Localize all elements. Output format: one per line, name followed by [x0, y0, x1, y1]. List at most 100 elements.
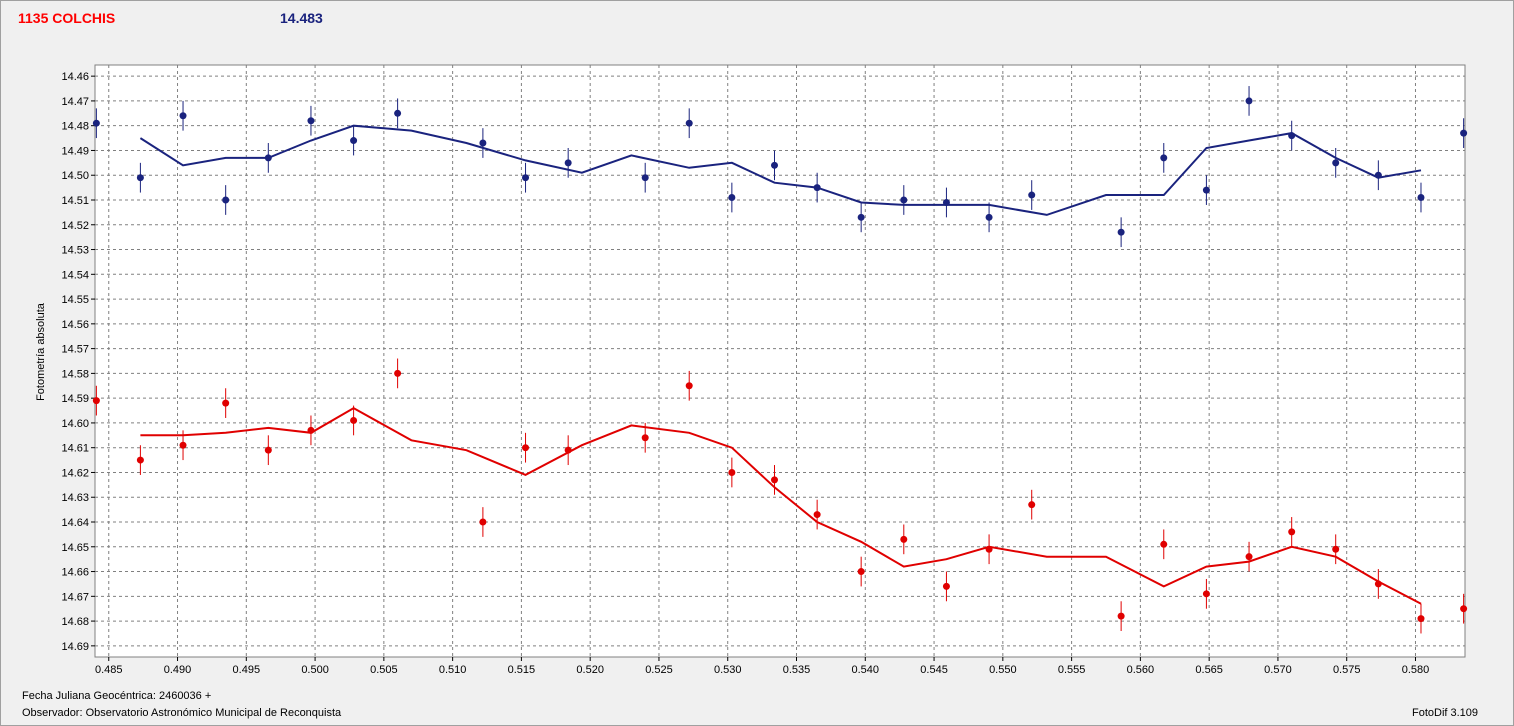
data-point: [564, 446, 572, 454]
data-point: [857, 568, 865, 576]
data-point: [1332, 545, 1340, 553]
data-point: [1332, 159, 1340, 167]
data-point: [479, 139, 487, 147]
data-point: [641, 434, 649, 442]
y-tick-label: 14.49: [61, 145, 89, 157]
x-tick-label: 0.515: [508, 664, 536, 676]
x-tick-label: 0.500: [301, 664, 329, 676]
y-tick-label: 14.68: [61, 616, 89, 628]
data-point: [136, 456, 144, 464]
data-point: [728, 194, 736, 202]
data-point: [92, 119, 100, 127]
data-point: [479, 518, 487, 526]
x-tick-label: 0.495: [233, 664, 261, 676]
data-point: [1028, 501, 1036, 509]
data-point: [307, 426, 315, 434]
x-axis: 0.485 0.490 0.495 0.500 0.505 0.510 0.515 0.520…: [95, 657, 1429, 676]
data-point: [264, 446, 272, 454]
x-tick-label: 0.545: [920, 664, 948, 676]
x-tick-label: 0.560: [1127, 664, 1155, 676]
data-point: [522, 444, 530, 452]
data-point: [985, 545, 993, 553]
data-point: [1202, 590, 1210, 598]
data-point: [985, 213, 993, 221]
data-point: [264, 154, 272, 162]
x-tick-label: 0.555: [1058, 664, 1086, 676]
x-tick-label: 0.510: [439, 664, 467, 676]
y-tick-label: 14.59: [61, 393, 89, 405]
x-tick-label: 0.485: [95, 664, 123, 676]
y-axis: 14.46 14.47 14.48 14.49 14.50 14.51 14.52 14.53…: [61, 71, 95, 653]
data-point: [394, 109, 402, 117]
data-point: [136, 174, 144, 182]
y-tick-label: 14.51: [61, 195, 89, 207]
data-point: [1288, 528, 1296, 536]
data-point: [685, 119, 693, 127]
magnitude-value: 14.483: [280, 10, 323, 26]
data-point: [1374, 171, 1382, 179]
data-point: [770, 161, 778, 169]
data-point: [1417, 615, 1425, 623]
x-tick-label: 0.550: [989, 664, 1017, 676]
light-curve-chart: 14.46 14.47 14.48 14.49 14.50 14.51 14.52 14.53…: [35, 64, 1468, 676]
y-tick-label: 14.56: [61, 319, 89, 331]
data-point: [728, 468, 736, 476]
data-point: [942, 198, 950, 206]
x-tick-label: 0.580: [1402, 664, 1430, 676]
x-tick-label: 0.525: [645, 664, 673, 676]
data-point: [1117, 612, 1125, 620]
y-tick-label: 14.65: [61, 542, 89, 554]
data-point: [179, 441, 187, 449]
data-point: [92, 397, 100, 405]
data-point: [564, 159, 572, 167]
y-tick-label: 14.60: [61, 418, 89, 430]
series-layer: [92, 86, 1468, 634]
y-tick-label: 14.50: [61, 170, 89, 182]
y-tick-label: 14.57: [61, 344, 89, 356]
y-tick-label: 14.58: [61, 368, 89, 380]
y-tick-label: 14.67: [61, 591, 89, 603]
data-point: [942, 582, 950, 590]
y-tick-label: 14.61: [61, 443, 89, 455]
y-tick-label: 14.55: [61, 294, 89, 306]
data-point: [900, 535, 908, 543]
y-tick-label: 14.48: [61, 121, 89, 133]
software-version: FotoDif 3.109: [1412, 707, 1479, 719]
data-point: [813, 184, 821, 192]
data-point: [394, 369, 402, 377]
x-tick-label: 0.575: [1333, 664, 1361, 676]
data-point: [1028, 191, 1036, 199]
data-point: [1288, 132, 1296, 140]
data-point: [350, 416, 358, 424]
y-tick-label: 14.64: [61, 517, 89, 529]
data-point: [1202, 186, 1210, 194]
data-point: [350, 137, 358, 145]
y-axis-label: Fotometría absoluta: [35, 302, 47, 401]
data-point: [1117, 228, 1125, 236]
data-point: [770, 476, 778, 484]
plot-area: [94, 64, 1466, 658]
trend-line: [140, 406, 1422, 605]
julian-date-label: Fecha Juliana Geocéntrica: 2460036 +: [22, 690, 212, 702]
data-point: [222, 399, 230, 407]
data-point: [900, 196, 908, 204]
data-point: [685, 382, 693, 390]
y-tick-label: 14.69: [61, 641, 89, 653]
trend-line: [139, 124, 1422, 216]
data-point: [857, 213, 865, 221]
data-point: [1160, 154, 1168, 162]
x-tick-label: 0.535: [783, 664, 811, 676]
observer-label: Observador: Observatorio Astronómico Mun…: [22, 707, 342, 719]
y-tick-label: 14.54: [61, 269, 89, 281]
data-point: [179, 112, 187, 120]
data-point: [813, 511, 821, 519]
y-tick-label: 14.46: [61, 71, 89, 83]
data-point: [1460, 129, 1468, 137]
x-tick-label: 0.570: [1264, 664, 1292, 676]
x-tick-label: 0.520: [576, 664, 604, 676]
data-point: [1374, 580, 1382, 588]
x-tick-label: 0.540: [852, 664, 880, 676]
data-point: [1245, 97, 1253, 105]
x-tick-label: 0.490: [164, 664, 192, 676]
y-tick-label: 14.53: [61, 245, 89, 257]
